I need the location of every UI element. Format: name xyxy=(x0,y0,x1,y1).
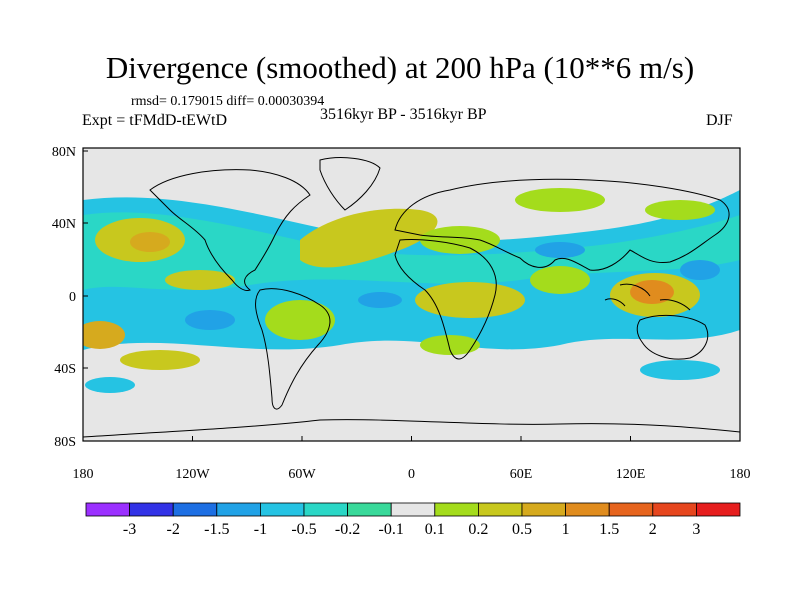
colorbar-swatch xyxy=(216,502,261,517)
positive-blob xyxy=(645,200,715,220)
colorbar: -3 -2 -1.5 -1 -0.5 -0.2 -0.1 0.1 0.2 0.5 1 1.5 2 3 xyxy=(85,502,741,538)
colorbar-swatch xyxy=(696,502,741,517)
colorbar-label: 1.5 xyxy=(599,521,619,538)
positive-blob xyxy=(300,208,438,268)
positive-blob-core xyxy=(130,232,170,252)
coastline-maritime-continent xyxy=(604,283,691,311)
negative-core xyxy=(535,242,585,258)
negative-core xyxy=(358,292,402,308)
map-title: Divergence (smoothed) at 200 hPa (10**6 … xyxy=(105,50,695,85)
positive-blob xyxy=(420,226,500,254)
season-label: DJF xyxy=(706,112,733,129)
longitude-axis: 180 120W 60W 0 60E 120E 180 xyxy=(73,436,751,482)
colorbar-label: -1.5 xyxy=(204,521,229,538)
positive-blob xyxy=(530,266,590,294)
colorbar-swatch xyxy=(477,502,523,517)
colorbar-label: -0.5 xyxy=(291,521,316,538)
lon-label-120e: 120E xyxy=(616,467,646,482)
colorbar-swatch xyxy=(390,502,436,517)
colorbar-label: 1 xyxy=(562,521,570,538)
coastlines xyxy=(83,157,740,438)
colorbar-label: -0.1 xyxy=(379,521,404,538)
colorbar-swatch xyxy=(303,502,348,517)
divergence-field xyxy=(83,188,740,393)
positive-blob xyxy=(120,350,200,370)
lon-label-60w: 60W xyxy=(288,467,316,482)
negative-core xyxy=(680,260,720,280)
colorbar-swatch xyxy=(85,502,130,517)
coastline-antarctica xyxy=(83,419,740,438)
colorbar-label: -0.2 xyxy=(335,521,360,538)
negative-blob xyxy=(640,360,720,380)
colorbar-swatch xyxy=(434,502,479,517)
period-label: 3516kyr BP - 3516kyr BP xyxy=(320,106,487,123)
lat-label-0: 0 xyxy=(69,290,76,305)
lat-label-80s: 80S xyxy=(54,435,76,450)
coastline-europe-asia xyxy=(394,178,730,271)
coastline-south-america xyxy=(255,288,331,410)
experiment-label: Expt = tFMdD-tEWtD xyxy=(82,112,228,129)
colorbar-label: 0.2 xyxy=(468,521,488,538)
lon-label-0: 0 xyxy=(408,467,415,482)
colorbar-swatch xyxy=(172,502,218,517)
colorbar-label: 3 xyxy=(692,521,700,538)
positive-blob xyxy=(265,300,335,340)
coastline-greenland xyxy=(319,157,381,211)
coastline-australia xyxy=(636,315,709,360)
colorbar-label: 0.1 xyxy=(425,521,445,538)
positive-blob xyxy=(420,335,480,355)
colorbar-swatch xyxy=(608,502,654,517)
lon-label-120w: 120W xyxy=(175,467,210,482)
positive-blob-core xyxy=(630,280,674,304)
colorbar-label: 0.5 xyxy=(512,521,532,538)
lon-label-180e: 180 xyxy=(730,467,751,482)
positive-blob xyxy=(515,188,605,212)
colorbar-swatch xyxy=(129,502,174,517)
lat-label-40s: 40S xyxy=(54,362,76,377)
colorbar-label: 2 xyxy=(649,521,657,538)
lat-label-80n: 80N xyxy=(52,145,76,160)
lat-label-40n: 40N xyxy=(52,217,76,232)
lon-label-60e: 60E xyxy=(510,467,533,482)
coastline-north-america xyxy=(149,169,311,291)
colorbar-swatch xyxy=(347,502,392,517)
negative-blob xyxy=(85,377,135,393)
colorbar-swatch xyxy=(521,502,566,517)
positive-blob xyxy=(415,282,525,318)
lon-label-180w: 180 xyxy=(73,467,94,482)
positive-blob xyxy=(165,270,235,290)
positive-blob xyxy=(83,321,125,349)
colorbar-label: -2 xyxy=(167,521,180,538)
colorbar-swatch xyxy=(259,502,305,517)
latitude-axis: 80N 40N 0 40S 80S xyxy=(52,145,88,450)
colorbar-label: -3 xyxy=(123,521,136,538)
colorbar-label: -1 xyxy=(254,521,267,538)
coastline-africa xyxy=(394,239,497,360)
stats-text: rmsd= 0.179015 diff= 0.00030394 xyxy=(131,94,325,109)
colorbar-swatch xyxy=(565,502,610,517)
colorbar-swatch xyxy=(652,502,697,517)
negative-core xyxy=(185,310,235,330)
